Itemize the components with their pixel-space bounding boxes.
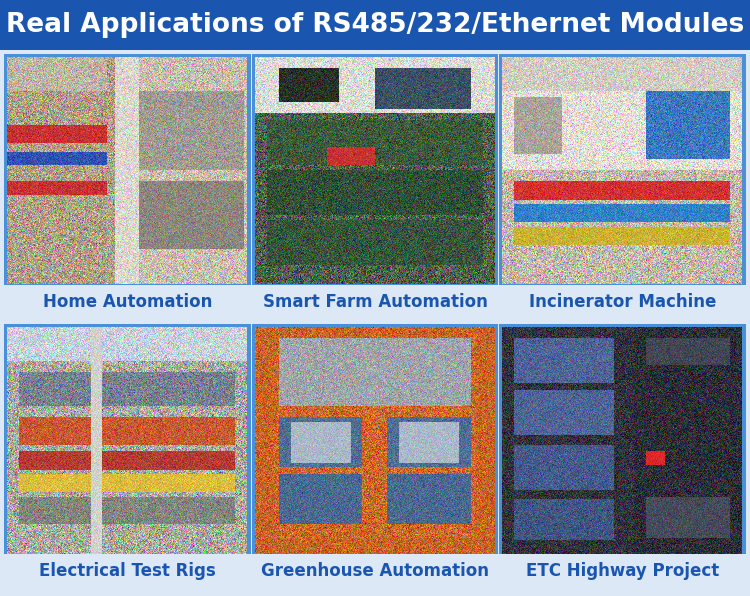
Bar [500, 324, 746, 557]
Text: ETC Highway Project: ETC Highway Project [526, 563, 719, 581]
Bar [4, 554, 250, 589]
Text: Greenhouse Automation: Greenhouse Automation [261, 563, 489, 581]
Text: Real Applications of RS485/232/Ethernet Modules: Real Applications of RS485/232/Ethernet … [6, 12, 744, 38]
Bar [252, 284, 498, 319]
Bar [500, 54, 746, 287]
Text: Electrical Test Rigs: Electrical Test Rigs [39, 563, 216, 581]
Bar [252, 554, 498, 589]
Bar [4, 54, 250, 287]
Bar [500, 554, 746, 589]
Bar [4, 284, 250, 319]
Text: Home Automation: Home Automation [43, 293, 212, 311]
Text: Incinerator Machine: Incinerator Machine [529, 293, 716, 311]
Text: Smart Farm Automation: Smart Farm Automation [262, 293, 488, 311]
Bar [252, 54, 498, 287]
Bar [500, 284, 746, 319]
Bar [252, 324, 498, 557]
Bar [4, 324, 250, 557]
Bar [0, 0, 750, 50]
